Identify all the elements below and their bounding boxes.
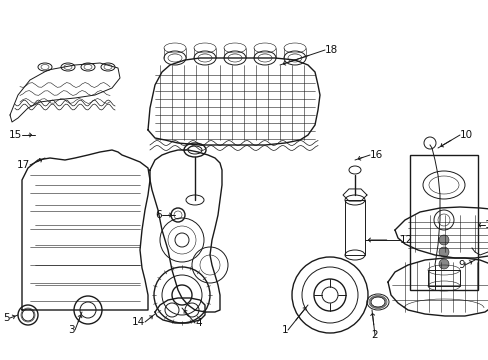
Text: 1: 1 (281, 325, 287, 335)
Text: 14: 14 (131, 317, 145, 327)
Circle shape (438, 259, 448, 269)
Text: 18: 18 (325, 45, 338, 55)
Text: 16: 16 (369, 150, 383, 160)
Text: 3: 3 (68, 325, 75, 335)
Text: 15: 15 (9, 130, 22, 140)
Text: 13: 13 (484, 220, 488, 230)
Text: 5: 5 (3, 313, 10, 323)
Text: 10: 10 (459, 130, 472, 140)
Text: 12: 12 (399, 235, 412, 245)
Text: 17: 17 (17, 160, 30, 170)
Text: 4: 4 (195, 318, 201, 328)
Bar (345, 200, 364, 255)
Circle shape (438, 235, 448, 245)
Text: 9: 9 (457, 260, 464, 270)
Bar (427, 270, 459, 286)
Circle shape (438, 247, 448, 257)
Text: 2: 2 (371, 330, 378, 340)
Bar (409, 155, 477, 290)
Text: 6: 6 (155, 210, 162, 220)
